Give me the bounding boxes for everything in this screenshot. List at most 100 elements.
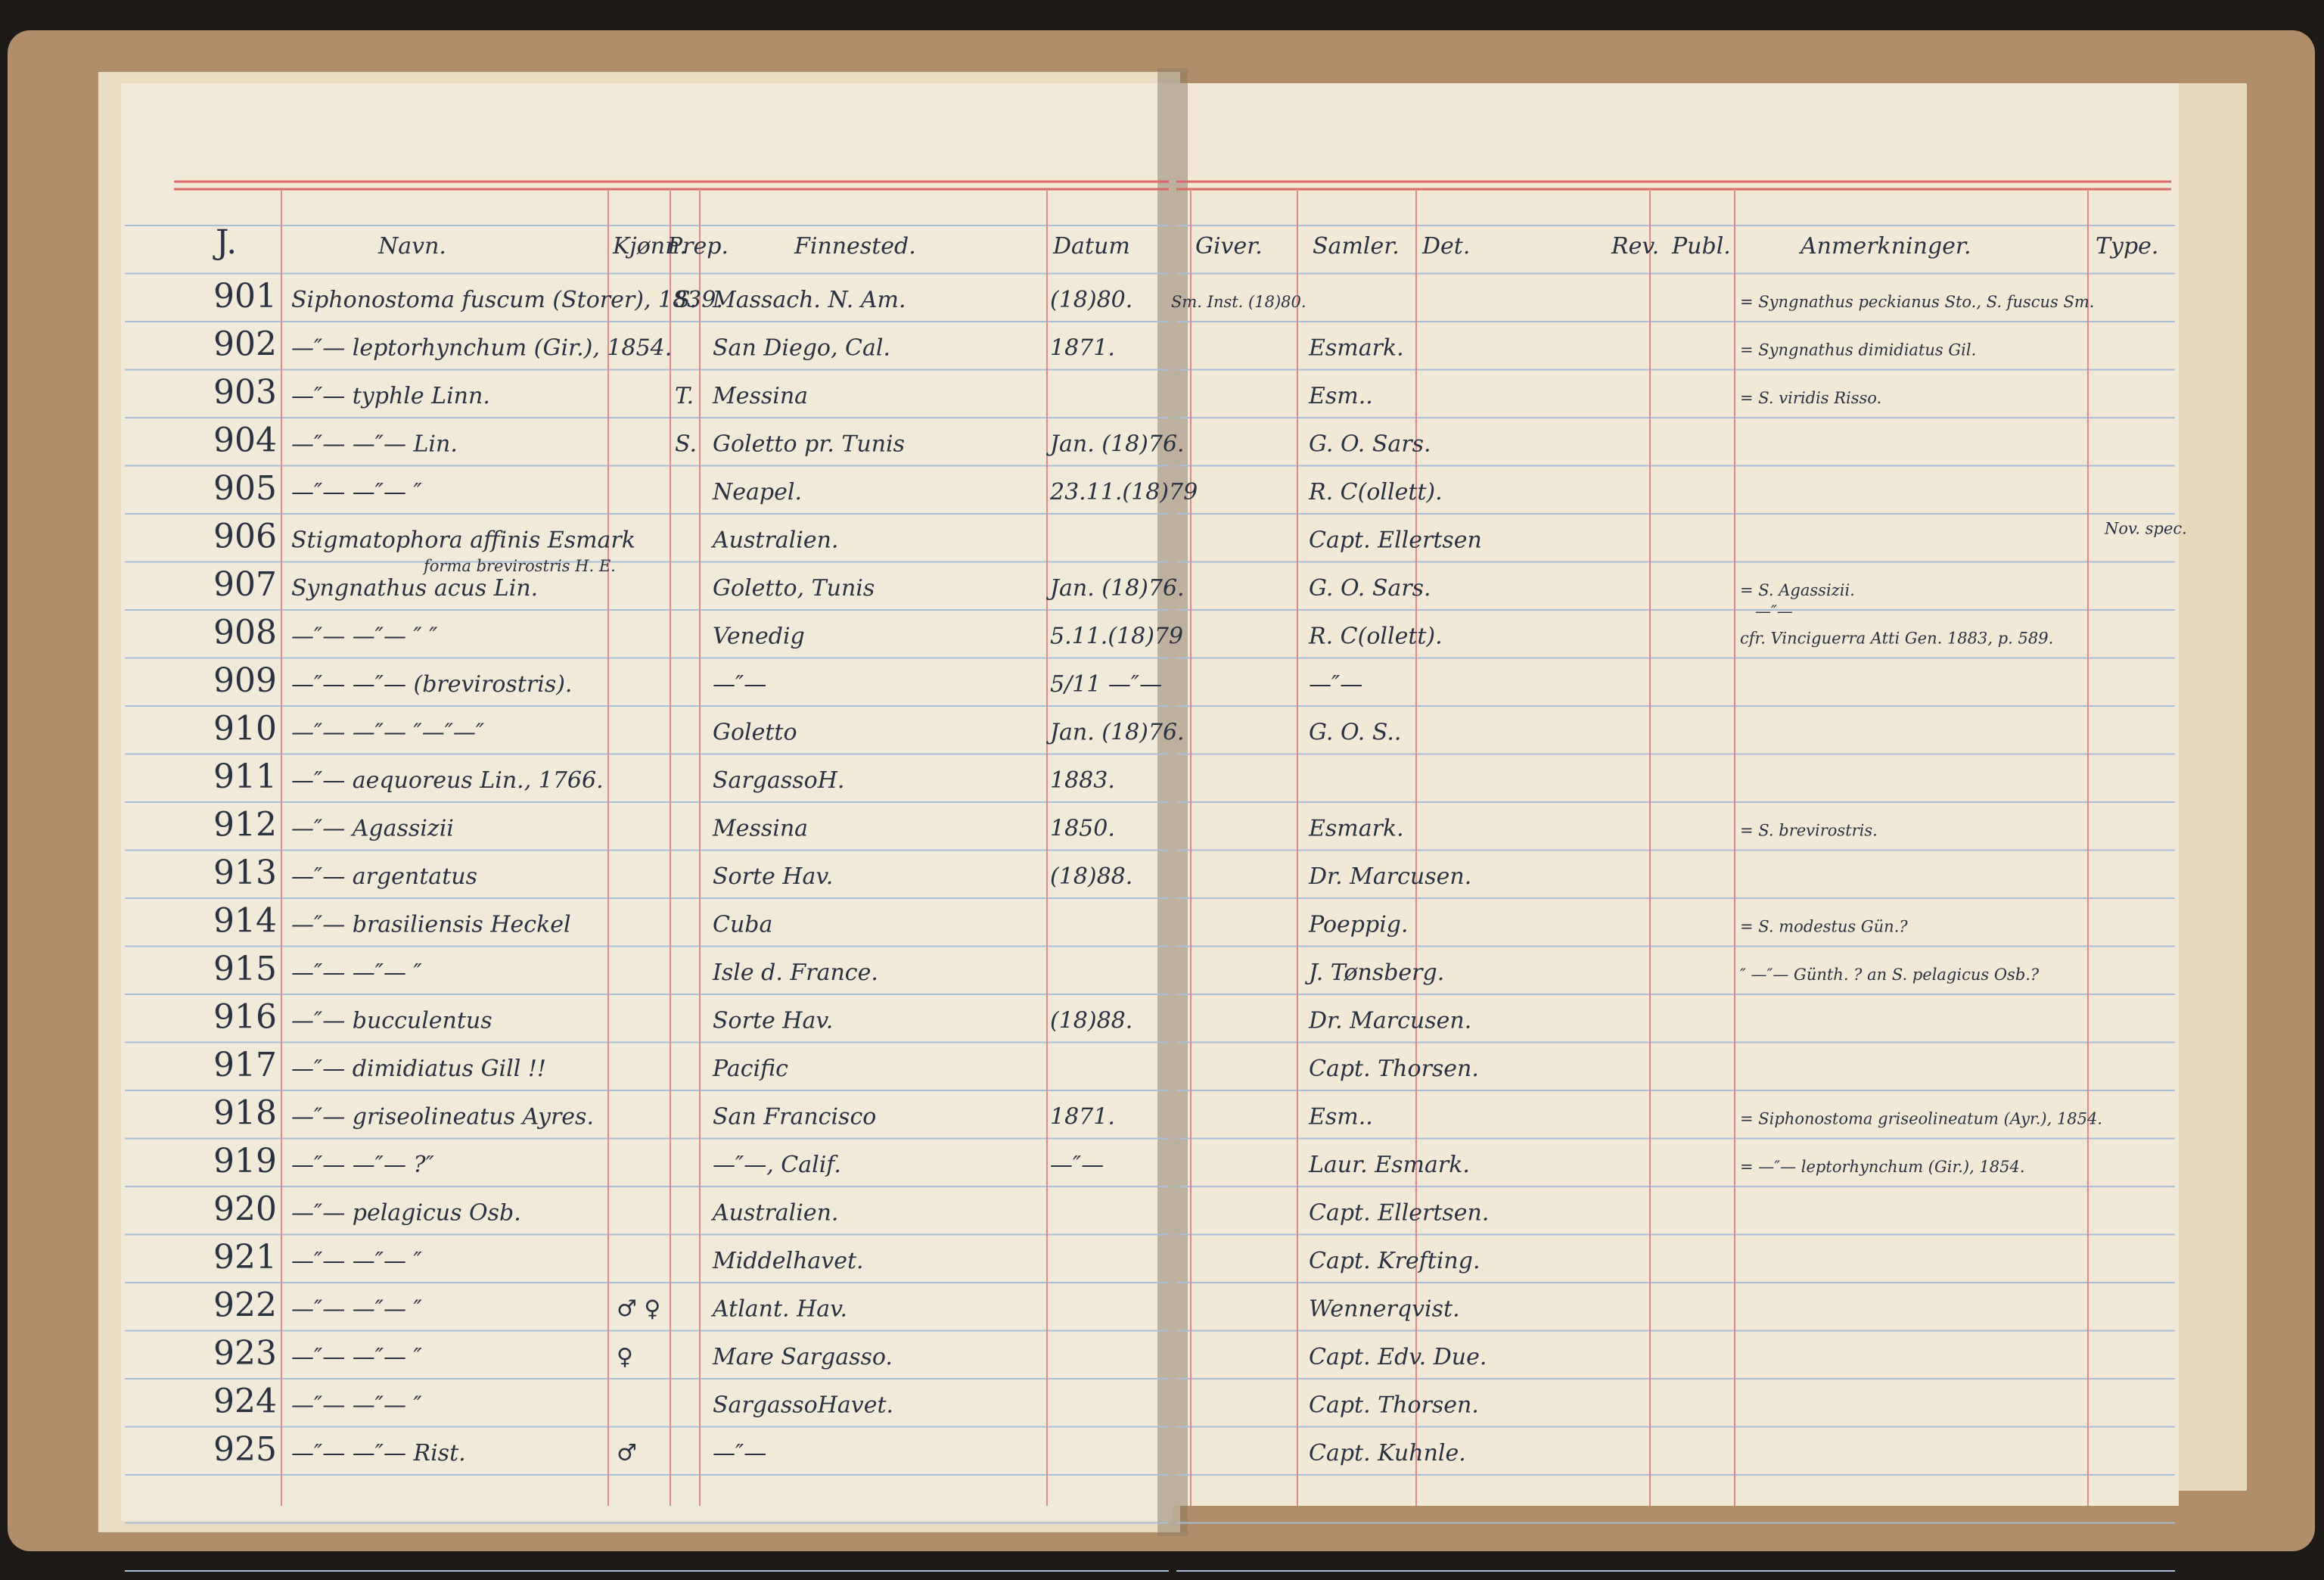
cell-datum: 5.11.(18)79	[1050, 624, 1183, 650]
cell-samler: Esm..	[1308, 383, 1373, 409]
cell-finnested: Mare Sargasso.	[712, 1344, 893, 1370]
cell-samler: Capt. Kuhnle.	[1309, 1440, 1466, 1466]
entry-number: 905	[213, 469, 277, 508]
cell-datum: 23.11.(18)79	[1049, 479, 1198, 505]
cell-name: —″— brasiliensis Heckel	[291, 912, 571, 938]
cell-name: —″— leptorhynchum (Gir.), 1854.	[291, 335, 672, 362]
cell-anm: = Siphonostoma griseolineatum (Ayr.), 18…	[1740, 1110, 2102, 1128]
cell-anm: = Syngnathus dimidiatus Gil.	[1740, 341, 1976, 359]
cell-finnested: Sorte Hav.	[713, 1008, 833, 1034]
cell-finnested: Goletto pr. Tunis	[713, 431, 905, 458]
cell-samler: Capt. Krefting.	[1309, 1248, 1480, 1274]
ruling	[125, 180, 2175, 1572]
cell-samler: Dr. Marcusen.	[1308, 1008, 1471, 1034]
cell-anm: cfr. Vinciguerra Atti Gen. 1883, p. 589.	[1740, 630, 2053, 648]
cell-samler: Capt. Thorsen.	[1309, 1056, 1479, 1082]
cell-name: —″— —″— ″ ″	[291, 624, 438, 650]
cell-kjonn: ♀	[617, 1344, 633, 1370]
cell-samler: Esm..	[1308, 1104, 1373, 1131]
cell-name: —″— —″— ″—″—″	[291, 720, 485, 746]
cell-datum: 1871.	[1050, 335, 1115, 362]
cell-name: —″— —″— ″	[291, 960, 422, 986]
entry-number: 912	[213, 806, 277, 844]
column-header: Anmerkninger.	[1798, 233, 1971, 260]
cell-samler: —″—	[1309, 671, 1362, 698]
entry-number: 910	[213, 710, 277, 748]
entry-number: 915	[213, 950, 277, 988]
cell-finnested: —″—, Calif.	[713, 1152, 841, 1178]
cell-name: —″— Agassizii	[291, 816, 454, 842]
entry-number: 919	[213, 1142, 277, 1180]
cell-finnested: San Francisco	[713, 1104, 876, 1131]
cell-name: —″— —″— (brevirostris).	[291, 671, 572, 698]
cell-anm: = S. viridis Risso.	[1740, 389, 1881, 407]
name-note: forma brevirostris H. E.	[422, 557, 616, 575]
entry-number: 911	[213, 757, 277, 796]
cell-datum: (18)88.	[1050, 1008, 1132, 1034]
entry-number: 913	[213, 854, 277, 892]
cell-datum: (18)80.	[1050, 287, 1132, 313]
cell-anm: = Syngnathus peckianus Sto., S. fuscus S…	[1740, 293, 2094, 311]
cell-samler: Esmark.	[1308, 816, 1404, 842]
cell-samler: Wennerqvist.	[1309, 1296, 1460, 1323]
cell-samler: Capt. Ellertsen	[1309, 527, 1482, 554]
cell-anm: ″ —″— Günth. ? an S. pelagicus Osb.?	[1740, 966, 2040, 984]
cell-datum: 1871.	[1050, 1104, 1115, 1131]
column-header: J.	[213, 223, 237, 262]
column-header: Samler.	[1313, 233, 1400, 260]
column-header: Rev.	[1611, 233, 1659, 260]
entry-number: 906	[213, 518, 277, 556]
column-header: Giver.	[1195, 233, 1263, 260]
cell-type: Nov. spec.	[2104, 520, 2187, 538]
cell-finnested: Australien.	[710, 1200, 838, 1227]
cell-name: —″— aequoreus Lin., 1766.	[291, 767, 604, 794]
cell-datum: Jan. (18)76.	[1045, 431, 1185, 458]
cell-anm: = —″— leptorhynchum (Gir.), 1854.	[1740, 1158, 2025, 1176]
cell-finnested: SargassoHavet.	[713, 1392, 893, 1419]
cell-finnested: Cuba	[713, 912, 772, 938]
entry-number: 923	[213, 1334, 277, 1373]
entry-number: 925	[213, 1430, 277, 1469]
column-header: Type.	[2096, 233, 2158, 260]
cell-anm: = S. modestus Gün.?	[1740, 918, 1908, 936]
cell-samler: G. O. S..	[1309, 720, 1401, 746]
cell-giver: Sm. Inst. (18)80.	[1171, 293, 1306, 311]
entry-number: 908	[213, 614, 277, 652]
cell-samler: G. O. Sars.	[1309, 575, 1431, 602]
cell-samler: Capt. Ellertsen.	[1309, 1200, 1489, 1227]
cell-finnested: SargassoH.	[713, 767, 844, 794]
right-page	[1173, 83, 2179, 1506]
cell-samler: Dr. Marcusen.	[1308, 863, 1471, 890]
cell-anm-2: —″—	[1755, 602, 1793, 620]
cell-name: Stigmatophora affinis Esmark	[291, 527, 635, 554]
cell-datum: 5/11 —″—	[1050, 671, 1162, 698]
cell-name: —″— —″— ?″	[291, 1152, 435, 1178]
cell-samler: Capt. Thorsen.	[1309, 1392, 1479, 1419]
cell-finnested: Pacific	[712, 1056, 788, 1082]
cell-finnested: Sorte Hav.	[713, 863, 833, 890]
cell-samler: Esmark.	[1308, 335, 1404, 362]
cell-finnested: Middelhavet.	[712, 1248, 864, 1274]
entry-number: 907	[213, 565, 277, 604]
cell-datum: Jan. (18)76.	[1045, 575, 1185, 602]
entry-number: 918	[213, 1094, 277, 1133]
cell-name: —″— bucculentus	[291, 1008, 492, 1034]
cell-name: Syngnathus acus Lin.	[291, 575, 538, 602]
cell-datum: 1883.	[1050, 767, 1115, 794]
cell-finnested: Venedig	[713, 624, 805, 650]
cell-name: —″— typhle Linn.	[291, 383, 490, 409]
cell-prep: S.	[675, 287, 697, 313]
column-header: Finnested.	[794, 233, 916, 260]
cell-finnested: —″—	[713, 1440, 766, 1466]
cell-anm: = S. Agassizii.	[1740, 581, 1855, 599]
cell-datum: —″—	[1050, 1152, 1104, 1178]
cell-finnested: Isle d. France.	[712, 960, 878, 986]
ledger-content: J. Navn. Kjønn.Prep. Finnested. Datum Giver. S…	[213, 223, 2187, 1469]
cell-samler: J. Tønsberg.	[1304, 960, 1444, 986]
cell-finnested: Atlant. Hav.	[710, 1296, 847, 1323]
column-header: Publ.	[1671, 233, 1731, 260]
cell-prep: S.	[675, 431, 697, 458]
cell-anm: = S. brevirostris.	[1740, 822, 1878, 840]
